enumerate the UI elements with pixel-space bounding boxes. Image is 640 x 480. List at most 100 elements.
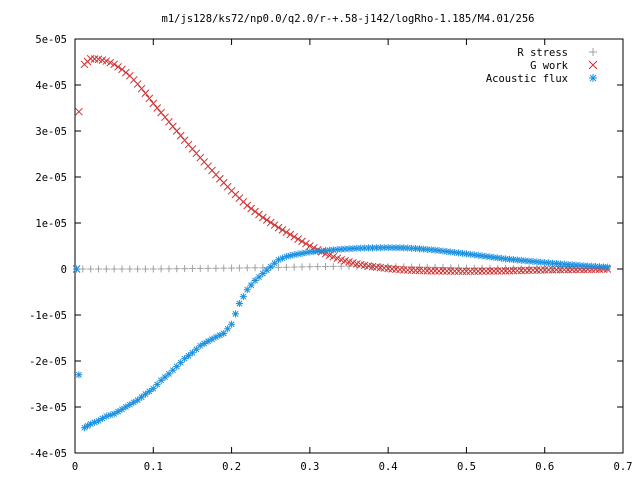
- data-point: [529, 266, 537, 275]
- data-point: [302, 249, 310, 257]
- data-point: [110, 265, 118, 273]
- y-tick-label: -4e-05: [29, 448, 67, 460]
- data-point: [243, 201, 252, 210]
- data-point: [536, 266, 545, 274]
- data-point: [75, 371, 83, 379]
- data-point: [415, 263, 423, 271]
- data-point: [462, 264, 470, 272]
- data-point: [314, 263, 322, 271]
- data-point: [212, 264, 220, 272]
- data-point: [447, 264, 455, 272]
- data-point: [431, 263, 439, 271]
- data-point: [419, 266, 428, 275]
- data-point: [306, 242, 314, 250]
- data-point: [126, 401, 134, 409]
- data-point: [544, 266, 553, 274]
- legend-label: Acoustic flux: [486, 73, 568, 85]
- data-point: [196, 342, 204, 350]
- x-tick-label: 0.7: [614, 461, 633, 473]
- data-point: [278, 226, 287, 234]
- data-point: [482, 267, 490, 275]
- y-tick-label: -1e-05: [29, 310, 67, 322]
- data-point: [274, 223, 283, 232]
- data-point: [134, 396, 142, 404]
- data-point: [270, 221, 279, 229]
- data-point: [134, 265, 142, 273]
- data-point: [262, 216, 271, 224]
- data-point: [290, 251, 298, 259]
- data-point: [408, 263, 416, 271]
- data-point: [126, 265, 134, 273]
- data-point: [329, 252, 338, 261]
- legend-marker: [589, 48, 597, 56]
- data-point: [290, 232, 299, 241]
- data-point: [337, 262, 345, 270]
- data-point: [145, 94, 154, 103]
- data-point: [290, 263, 298, 271]
- x-tick-label: 0.3: [300, 461, 319, 473]
- data-point: [138, 393, 146, 401]
- data-point: [259, 264, 267, 272]
- legend-label: G work: [530, 60, 569, 72]
- data-point: [251, 264, 259, 272]
- data-point: [157, 265, 165, 273]
- data-point: [474, 251, 482, 259]
- data-point: [185, 352, 193, 360]
- data-point: [302, 239, 310, 248]
- data-point: [228, 264, 236, 272]
- y-tick-label: 1e-05: [35, 218, 67, 230]
- data-point: [196, 264, 204, 272]
- data-point: [228, 320, 236, 328]
- data-point: [489, 267, 498, 275]
- data-point: [181, 355, 189, 363]
- data-point: [333, 254, 342, 263]
- data-point: [564, 260, 572, 268]
- data-point: [110, 60, 118, 69]
- data-point: [447, 248, 455, 256]
- data-point: [102, 57, 111, 65]
- data-point: [439, 264, 447, 272]
- data-point: [251, 207, 259, 216]
- data-point: [474, 267, 483, 276]
- x-tick-label: 0.5: [457, 461, 476, 473]
- data-point: [73, 265, 81, 273]
- data-point: [466, 267, 475, 276]
- data-point: [298, 263, 306, 271]
- data-point: [306, 263, 314, 271]
- data-point: [322, 263, 330, 271]
- x-tick-label: 0.6: [535, 461, 554, 473]
- data-point: [122, 403, 130, 411]
- plot-frame: [74, 38, 624, 454]
- x-tick-label: 0.2: [222, 461, 241, 473]
- data-point: [200, 340, 208, 348]
- data-point: [130, 398, 138, 406]
- data-point: [266, 218, 275, 227]
- y-tick-label: 0: [61, 264, 67, 276]
- x-tick-label: 0: [72, 461, 78, 473]
- series-g-work: [72, 54, 612, 276]
- y-tick-label: -2e-05: [29, 356, 67, 368]
- data-point: [87, 265, 95, 273]
- data-point: [235, 300, 243, 307]
- data-point: [165, 370, 173, 378]
- data-point: [243, 264, 251, 272]
- data-point: [329, 262, 337, 270]
- data-point: [188, 265, 196, 273]
- data-point: [251, 277, 259, 284]
- chart-marks: [72, 54, 612, 432]
- axis-ticks: 0 0.1 0.2 0.3 0.4 0.5 0.6 0.7 5e-05 4e-05 3e-05 2e-…: [29, 34, 632, 473]
- data-point: [75, 107, 83, 116]
- data-point: [86, 54, 95, 63]
- data-point: [247, 204, 255, 213]
- series-acoustic-flux: [73, 244, 611, 432]
- data-point: [231, 310, 239, 318]
- data-point: [513, 266, 522, 275]
- data-point: [98, 415, 106, 422]
- y-tick-label: 3e-05: [35, 126, 67, 138]
- x-tick-label: 0.1: [144, 461, 163, 473]
- data-point: [286, 230, 295, 239]
- data-point: [403, 266, 412, 274]
- y-tick-label: -3e-05: [29, 402, 67, 414]
